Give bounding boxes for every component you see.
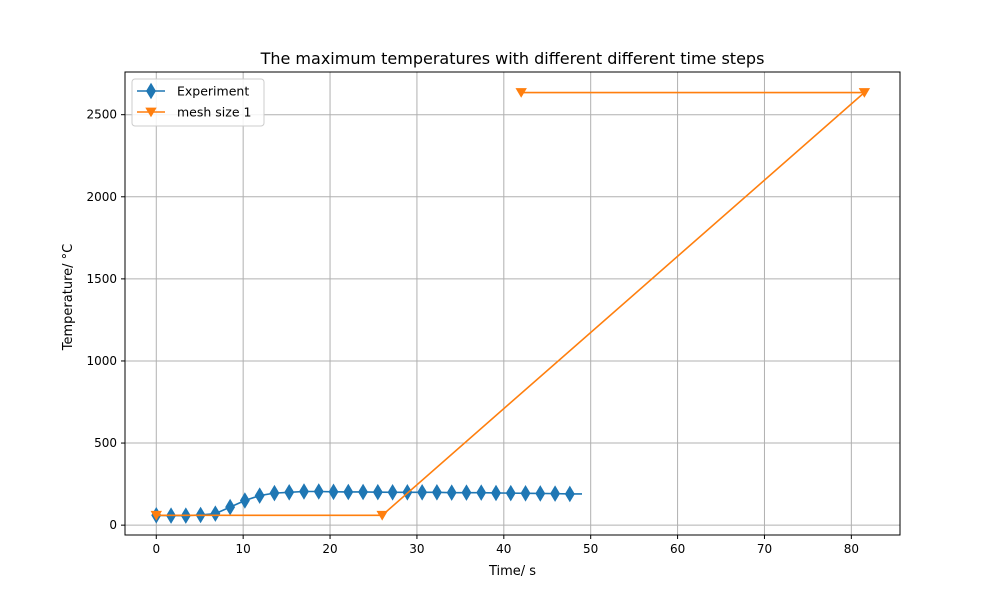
chart-title: The maximum temperatures with different … [260,49,765,68]
x-axis-label: Time/ s [488,564,536,579]
legend-label-mesh-size-1: mesh size 1 [177,105,251,120]
data-point-experiment [210,505,221,522]
legend-label-experiment: Experiment [177,84,249,99]
series-mesh-size-1 [150,88,871,521]
data-point-experiment [505,484,516,502]
data-point-experiment [328,483,339,501]
data-point-experiment [269,484,280,502]
data-point-experiment [417,484,428,501]
data-point-experiment [431,484,442,501]
data-point-experiment [358,483,369,501]
data-point-experiment [476,484,487,501]
data-point-mesh-size-1 [150,510,162,521]
data-point-experiment [491,484,501,502]
data-point-mesh-size-1 [515,88,527,98]
data-point-experiment [313,483,324,500]
data-point-experiment [239,492,250,509]
y-tick-label: 2000 [86,190,117,204]
series-layer [150,88,871,524]
data-point-experiment [535,485,546,502]
y-tick-label: 0 [109,518,117,532]
y-tick-label: 500 [94,436,117,450]
data-point-experiment [387,484,398,501]
data-point-experiment [284,484,295,501]
y-tick-label: 2500 [86,108,117,122]
x-tick-label: 70 [757,542,772,556]
legend-marker-mesh-size-1 [145,107,157,118]
axes-frame [124,71,901,536]
data-point-experiment [564,485,575,503]
x-tick-label: 80 [844,542,859,556]
series-line-mesh-size-1 [156,91,866,517]
y-tick-label: 1500 [86,272,117,286]
x-tick-label: 50 [583,542,598,556]
data-point-experiment [299,483,309,500]
data-point-experiment [461,484,472,501]
data-point-experiment [372,483,383,501]
legend: Experiment mesh size 1 [131,78,265,127]
ticks: 0 10 20 30 40 50 60 70 80 0 500 1000 1500 2000 2500 [86,108,859,556]
x-tick-label: 20 [322,542,337,556]
legend-marker-experiment [146,82,156,100]
x-tick-label: 40 [496,542,511,556]
y-tick-label: 1000 [86,354,117,368]
data-point-mesh-size-1 [858,88,871,98]
x-tick-label: 30 [409,542,424,556]
data-point-mesh-size-1 [376,510,388,521]
data-point-experiment [254,487,265,504]
series-experiment [151,483,583,524]
grid [125,72,900,535]
data-point-experiment [343,483,354,501]
x-tick-label: 0 [152,542,160,556]
data-point-experiment [520,485,531,502]
x-tick-label: 10 [236,542,251,556]
y-axis-label: Temperature/ °C [61,244,76,351]
data-point-experiment [446,484,457,501]
x-tick-label: 60 [670,542,685,556]
data-point-experiment [550,485,561,502]
